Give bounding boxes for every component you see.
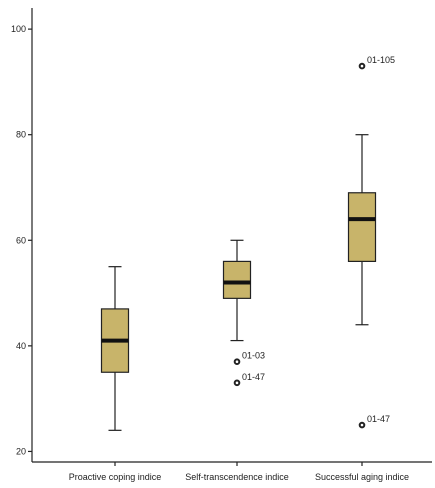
x-category-label-0: Proactive coping indice [69,472,162,482]
boxes-layer: 01-03 01-47 01-105 01-47 [100,55,395,431]
iqr-box-1 [222,260,252,299]
outlier-label-2-0: 01-105 [367,55,395,65]
axes: 20 40 60 80 100 Proactive coping indice Self-t… [11,8,432,482]
x-category-label-1: Self-transcendence indice [185,472,289,482]
outlier-label-1-1: 01-47 [242,372,265,382]
y-tick-label-40: 40 [16,341,26,351]
box-group-0 [100,266,130,431]
box-group-1: 01-03 01-47 [222,239,265,387]
outlier-label-2-1: 01-47 [367,414,390,424]
y-tick-label-100: 100 [11,24,26,34]
y-tick-label-60: 60 [16,235,26,245]
iqr-box-2 [347,192,377,262]
y-tick-label-20: 20 [16,446,26,456]
outlier-point-1-1 [233,379,241,387]
outlier-point-1-0 [233,358,241,365]
outlier-point-2-0 [358,62,366,70]
y-tick-label-80: 80 [16,130,26,140]
outlier-point-2-1 [358,421,366,429]
x-category-label-2: Successful aging indice [315,472,409,482]
outlier-label-1-0: 01-03 [242,351,265,361]
box-group-2: 01-105 01-47 [347,55,395,429]
